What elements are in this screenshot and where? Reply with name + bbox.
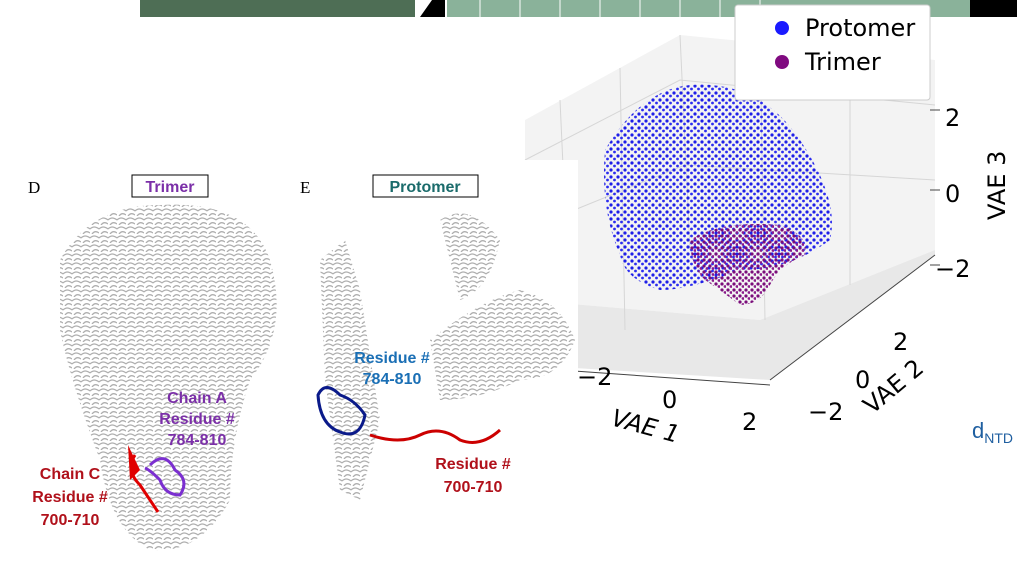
annotation: 784-810 — [168, 432, 227, 449]
annotation: Residue # — [32, 489, 108, 506]
side-label: dNTD — [972, 418, 1013, 446]
tick-label: 2 — [742, 408, 757, 436]
annotation: Residue # — [435, 456, 511, 473]
tick-label: 2 — [945, 104, 960, 132]
panel-letter: D — [28, 178, 40, 197]
annotation: Chain A — [167, 390, 227, 407]
legend-label: Protomer — [805, 14, 915, 42]
axis-label: VAE 3 — [983, 151, 1011, 220]
plot-3d: Protomer Trimer 2 0 −2 VAE 3 2 0 −2 VAE … — [525, 5, 1013, 449]
tick-label: −2 — [808, 398, 843, 426]
annotation: 784-810 — [363, 371, 422, 388]
annotation: Residue # — [354, 350, 430, 367]
annotation: Chain C — [40, 466, 101, 483]
annotation: Residue # — [159, 411, 235, 428]
tick-label: 2 — [893, 328, 908, 356]
annotation: 700-710 — [444, 479, 503, 496]
panel-tag: Trimer — [146, 179, 195, 196]
legend-marker — [775, 21, 789, 35]
tick-label: 0 — [945, 180, 960, 208]
tick-label: −2 — [935, 255, 970, 283]
tick-label: 0 — [662, 386, 677, 414]
panel-tag: Protomer — [389, 179, 460, 196]
structure-panels: D Trimer E Protomer Chain A Residue # 78… — [0, 160, 578, 562]
panel-letter: E — [300, 178, 310, 197]
figure: Protomer Trimer 2 0 −2 VAE 3 2 0 −2 VAE … — [0, 0, 1017, 562]
tick-label: −2 — [577, 363, 612, 391]
legend-label: Trimer — [804, 48, 881, 76]
legend-marker — [775, 55, 789, 69]
annotation: 700-710 — [41, 512, 100, 529]
